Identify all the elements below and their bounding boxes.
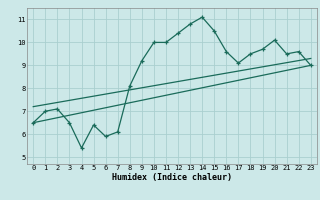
X-axis label: Humidex (Indice chaleur): Humidex (Indice chaleur) xyxy=(112,173,232,182)
